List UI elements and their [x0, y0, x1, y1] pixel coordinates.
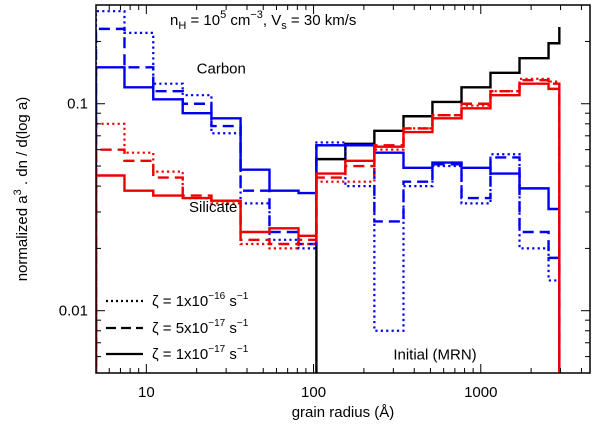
x-tick-label: 100: [301, 384, 326, 401]
series-line-0: [315, 26, 561, 373]
x-tick-label: 10: [138, 384, 155, 401]
legend: ζ = 1x10−16 s−1 ζ = 5x10−17 s−1 ζ = 1x10…: [106, 291, 249, 363]
chart-title: nH = 105 cm−3, Vs = 30 km/s: [170, 9, 356, 32]
silicate-annotation: Silicate: [189, 199, 237, 216]
series-layer: [96, 10, 561, 373]
axis-tick-labels: 10 100 1000 0.01 0.1: [59, 96, 498, 401]
initial-mrn-annotation: Initial (MRN): [393, 347, 476, 364]
plot-frame: [95, 4, 591, 374]
legend-label-solid: ζ = 1x10−17 s−1: [152, 344, 249, 363]
x-tick-label: 1000: [464, 384, 497, 401]
series-line-4: [96, 82, 561, 373]
y-tick-label: 0.01: [59, 303, 88, 320]
legend-label-dashed: ζ = 5x10−17 s−1: [152, 318, 249, 337]
y-tick-label: 0.1: [67, 96, 88, 113]
carbon-annotation: Carbon: [197, 61, 246, 78]
series-line-6: [96, 77, 561, 373]
x-axis-label: grain radius (Å): [292, 404, 395, 421]
series-line-5: [96, 78, 561, 373]
y-axis-label: normalized a3 . dn / d(log a): [12, 97, 31, 282]
legend-label-dotted: ζ = 1x10−16 s−1: [152, 291, 249, 310]
series-line-2: [96, 27, 561, 373]
axis-ticks: [95, 5, 590, 374]
